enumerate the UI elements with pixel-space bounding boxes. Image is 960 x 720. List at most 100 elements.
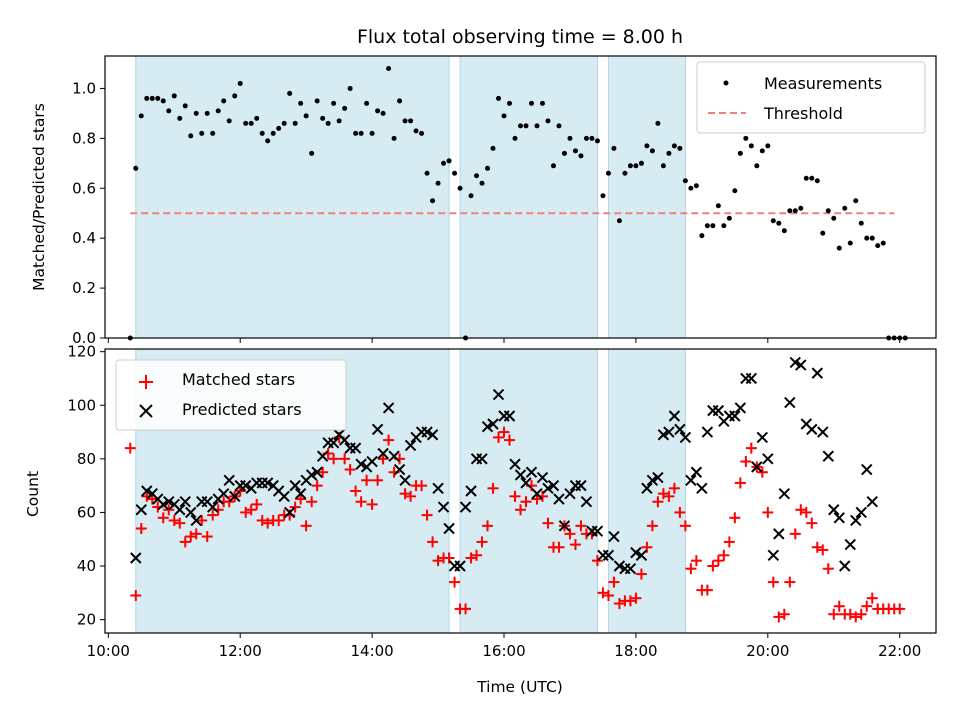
matched-point — [509, 490, 521, 502]
measurement-point — [479, 180, 485, 186]
ratio-panel: 0.0 0.2 0.4 0.6 0.8 1.0 Matched/Predicted sta… — [30, 55, 937, 347]
measurement-point — [704, 223, 710, 229]
predicted-point — [432, 482, 444, 495]
measurement-point — [776, 220, 782, 226]
matched-point — [674, 506, 686, 518]
matched-point — [355, 496, 367, 508]
measurement-point — [842, 205, 848, 211]
matched-point — [663, 490, 675, 502]
measurement-point — [627, 163, 633, 169]
predicted-point — [355, 458, 367, 470]
measurement-point — [616, 218, 622, 224]
predicted-point — [861, 463, 873, 476]
matched-point — [800, 506, 812, 518]
predicted-point — [459, 501, 472, 513]
measurement-point — [413, 128, 419, 134]
measurement-point — [803, 175, 809, 181]
matched-point — [350, 485, 362, 497]
measurement-point — [292, 120, 298, 126]
matched-point — [756, 466, 768, 478]
measurement-point — [638, 160, 644, 166]
predicted-point — [701, 426, 714, 438]
predicted-point — [130, 552, 142, 564]
measurement-point — [496, 95, 502, 101]
measurement-point — [215, 108, 221, 114]
predicted-point — [503, 410, 516, 422]
measurement-point — [446, 158, 452, 164]
predicted-point — [844, 538, 856, 551]
bottom-y-tick-label: 120 — [67, 343, 96, 361]
measurement-point — [787, 208, 793, 214]
matched-point — [822, 563, 834, 575]
measurement-point — [265, 138, 271, 144]
predicted-point — [542, 482, 554, 495]
measurement-point — [534, 123, 540, 129]
measurement-point — [507, 100, 513, 106]
predicted-point — [690, 466, 703, 478]
measurement-point — [160, 98, 166, 104]
measurement-point — [770, 218, 776, 224]
matched-point — [295, 493, 307, 505]
measurement-point — [825, 208, 831, 214]
matched-point — [740, 456, 752, 468]
legend-threshold-label: Threshold — [763, 104, 843, 123]
measurement-point — [276, 125, 282, 131]
measurement-point — [336, 118, 342, 124]
measurement-point — [358, 130, 364, 136]
measurement-point — [682, 178, 688, 184]
predicted-point — [174, 504, 186, 516]
predicted-point — [465, 485, 477, 497]
measurement-point — [380, 110, 386, 116]
predicted-point — [795, 359, 807, 371]
matched-point — [289, 501, 301, 513]
matched-point — [482, 520, 494, 532]
measurement-point — [721, 223, 727, 229]
predicted-point — [602, 549, 615, 562]
predicted-point — [685, 474, 697, 486]
predicted-point — [789, 356, 802, 369]
measurement-point — [353, 130, 359, 136]
predicted-point — [817, 426, 829, 438]
measurement-point — [798, 205, 804, 211]
measurement-point — [221, 98, 227, 104]
matched-point — [833, 600, 845, 612]
matched-point — [234, 485, 246, 497]
predicted-point — [855, 506, 867, 519]
predicted-point — [190, 514, 202, 527]
measurement-point — [314, 98, 320, 104]
predicted-point — [828, 504, 840, 516]
measurement-point — [226, 118, 232, 124]
observing-window — [135, 55, 450, 339]
matched-point — [201, 531, 213, 543]
measurement-point — [644, 143, 650, 149]
matched-point — [476, 536, 488, 548]
observing-window — [607, 348, 686, 634]
measurement-point — [309, 150, 315, 156]
count-panel: 20 40 60 80 100 120 10:00 12:00 14:00 16:00 18:00… — [24, 343, 937, 696]
measurement-point — [138, 113, 144, 119]
matched-point — [602, 589, 614, 601]
measurement-point — [193, 110, 199, 116]
matched-point — [471, 549, 483, 561]
predicted-point — [492, 388, 505, 401]
matched-point — [493, 431, 505, 443]
matched-point — [306, 496, 318, 508]
predicted-point — [630, 546, 642, 559]
predicted-point — [646, 474, 659, 486]
measurement-point — [243, 120, 249, 126]
legend-matched-label: Matched stars — [182, 370, 295, 389]
matched-point — [416, 480, 428, 492]
x-tick-label: 18:00 — [614, 642, 657, 660]
measurement-point — [468, 193, 474, 199]
matched-point — [361, 474, 373, 486]
matched-point — [701, 584, 713, 596]
measurement-point — [430, 198, 436, 204]
measurement-point — [375, 108, 381, 114]
measurement-point — [303, 113, 309, 119]
measurement-point — [133, 165, 139, 171]
predicted-point — [773, 528, 785, 540]
predicted-point — [564, 487, 576, 500]
measurement-point — [600, 193, 606, 199]
matched-point — [328, 453, 340, 465]
measurement-point — [199, 130, 205, 136]
